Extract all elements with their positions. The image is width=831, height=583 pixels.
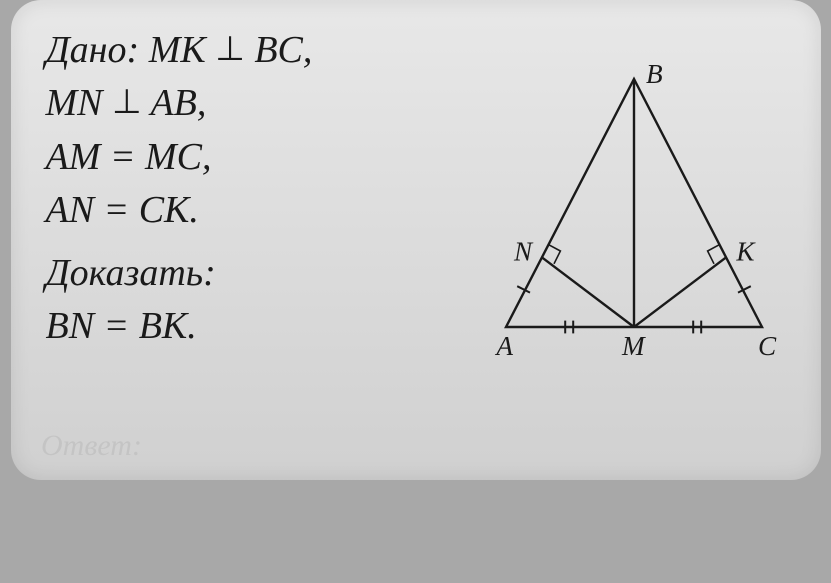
label-b: B [646, 59, 663, 89]
segment-mn [542, 257, 634, 327]
geometry-diagram: A B C M N K [466, 25, 786, 405]
given-4: AN = CK. [46, 185, 426, 236]
text-block: Дано: MK ⊥ BC, MN ⊥ AB, AM = MC, AN = CK… [46, 25, 426, 405]
segment-mk [634, 257, 726, 327]
diagram-container: A B C M N K [466, 25, 786, 405]
right-angle-n [548, 245, 560, 264]
prove-statement: BN = BK. [46, 301, 426, 352]
label-a: A [494, 331, 513, 361]
content-row: Дано: MK ⊥ BC, MN ⊥ AB, AM = MC, AN = CK… [46, 25, 786, 405]
label-k: K [735, 237, 756, 267]
label-m: M [621, 331, 646, 361]
given-2: MN ⊥ AB, [46, 78, 426, 129]
shadow-bleed: Ответ: [31, 420, 231, 470]
label-n: N [513, 237, 534, 267]
problem-card: Дано: MK ⊥ BC, MN ⊥ AB, AM = MC, AN = CK… [11, 0, 821, 480]
right-angle-k [707, 245, 719, 264]
given-3: AM = MC, [46, 132, 426, 183]
prove-label: Доказать: [46, 248, 426, 299]
given-1: MK ⊥ BC, [149, 29, 313, 71]
shadow-answer: Ответ: [41, 429, 142, 462]
given-line-1: Дано: MK ⊥ BC, [46, 25, 426, 76]
given-label: Дано: [46, 29, 140, 71]
label-c: C [758, 331, 777, 361]
